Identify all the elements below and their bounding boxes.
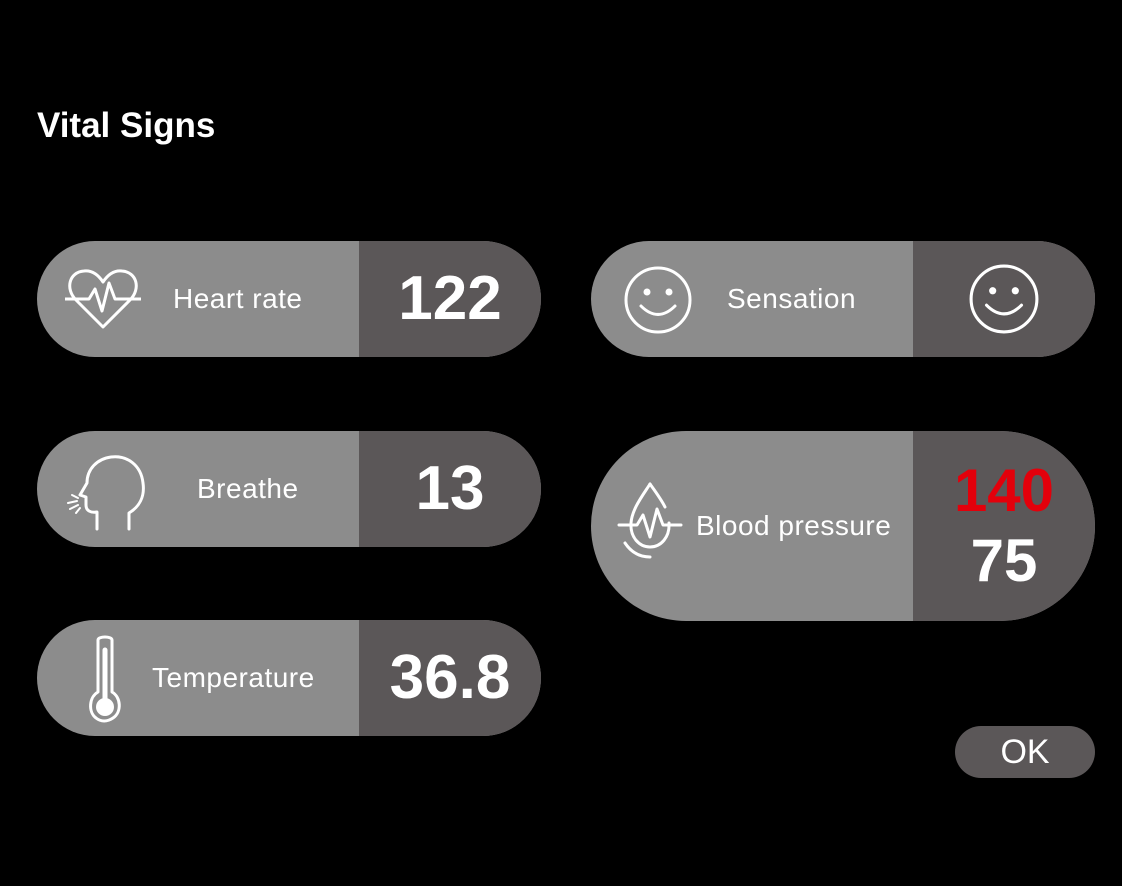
- ok-button[interactable]: OK: [955, 726, 1095, 778]
- breathe-value-panel: 13: [359, 431, 541, 547]
- breathe-label: Breathe: [197, 473, 299, 504]
- heart-rate-label: Heart rate: [173, 283, 303, 314]
- temperature-label: Temperature: [152, 662, 315, 693]
- heart-rate-card: Heart rate 122: [37, 241, 541, 357]
- head-breath-icon: [67, 451, 147, 531]
- sensation-label: Sensation: [727, 283, 857, 314]
- blood-pressure-value-panel: 140 75: [913, 431, 1095, 621]
- diastolic-value: 75: [970, 527, 1038, 594]
- sensation-smiley-value-icon: [968, 263, 1040, 335]
- heart-rate-value-panel: 122: [359, 241, 541, 357]
- sensation-card: Sensation: [591, 241, 1095, 357]
- heart-rate-value: 122: [398, 264, 502, 333]
- blood-drop-pulse-icon: [617, 481, 683, 559]
- breathe-card: Breathe 13: [37, 431, 541, 547]
- blood-pressure-card: Blood pressure 140 75: [591, 431, 1095, 621]
- smiley-face-icon: [623, 265, 693, 335]
- page-title: Vital Signs: [37, 106, 216, 145]
- sensation-value-panel: [913, 241, 1095, 357]
- thermometer-icon: [87, 634, 123, 724]
- heart-pulse-icon: [65, 265, 141, 333]
- systolic-value: 140: [953, 457, 1055, 524]
- breathe-value: 13: [415, 454, 485, 523]
- temperature-value: 36.8: [389, 643, 511, 712]
- temperature-value-panel: 36.8: [359, 620, 541, 736]
- temperature-card: Temperature 36.8: [37, 620, 541, 736]
- blood-pressure-label: Blood pressure: [696, 510, 892, 541]
